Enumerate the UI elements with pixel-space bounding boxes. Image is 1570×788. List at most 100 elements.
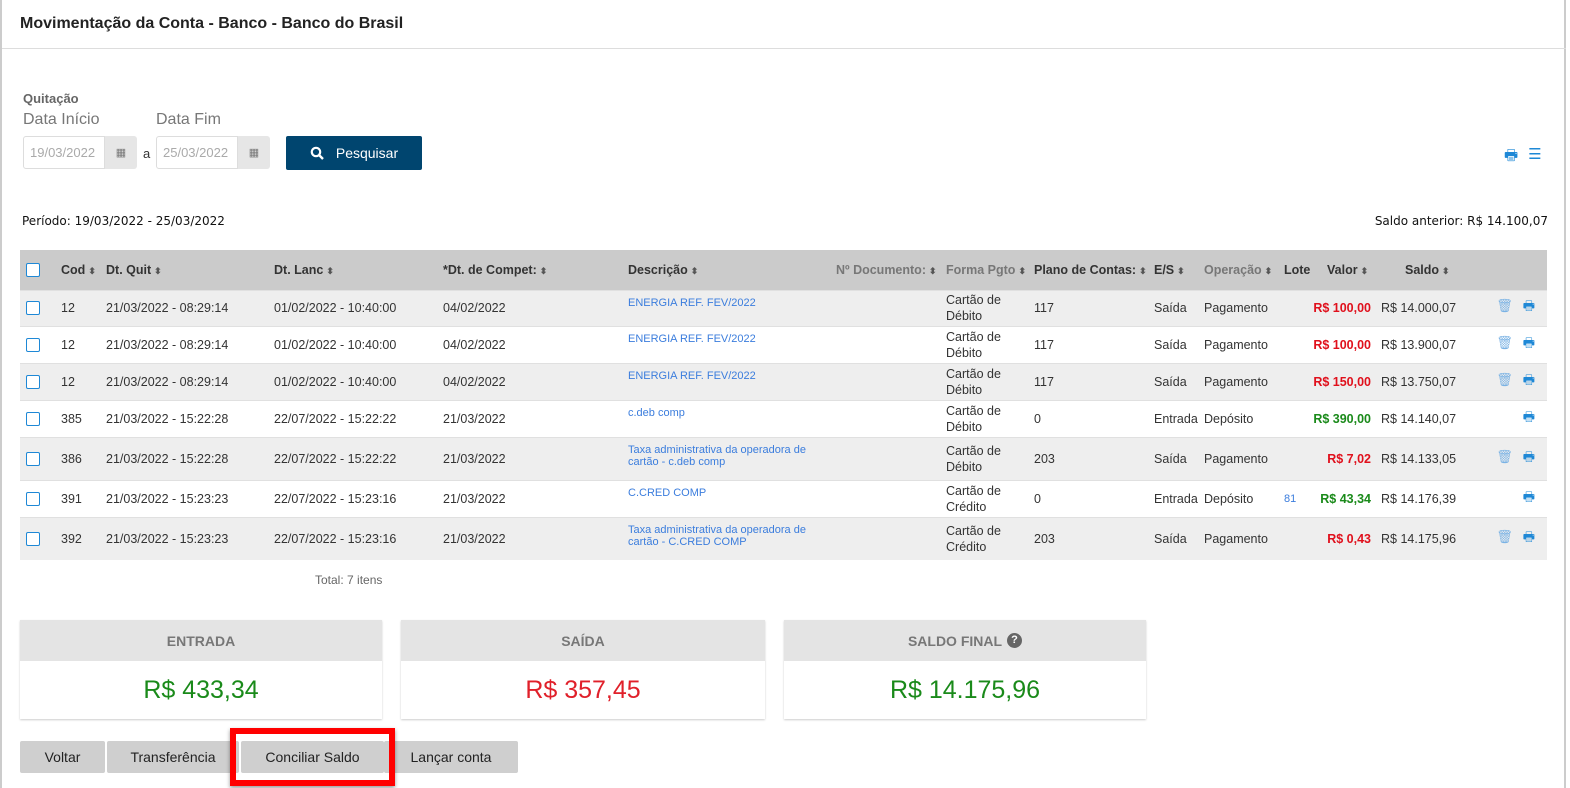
row-select[interactable] bbox=[20, 516, 55, 560]
cell-saldo: R$ 13.900,07 bbox=[1375, 325, 1490, 363]
cell-lote-link[interactable] bbox=[1278, 289, 1305, 326]
calendar-icon[interactable]: ▦ bbox=[238, 136, 270, 169]
cell-saldo: R$ 14.000,07 bbox=[1375, 289, 1490, 326]
cell-lote-link[interactable] bbox=[1278, 436, 1305, 480]
trash-icon[interactable]: 🗑 bbox=[1496, 298, 1513, 313]
col-valor[interactable]: Valor ⬍ bbox=[1305, 250, 1375, 290]
cell-lote-link[interactable]: 81 bbox=[1278, 479, 1305, 517]
table-row: 385 21/03/2022 - 15:22:28 22/07/2022 - 15:… bbox=[20, 399, 1547, 437]
cell-n-documento bbox=[830, 479, 940, 517]
row-checkbox[interactable] bbox=[26, 374, 40, 389]
end-date-input[interactable] bbox=[156, 136, 238, 169]
cell-plano-contas: 117 bbox=[1028, 362, 1148, 400]
cell-descricao-link[interactable]: Taxa administrativa da operadora de cart… bbox=[622, 516, 830, 560]
cell-dt-compet: 21/03/2022 bbox=[437, 516, 622, 560]
col-operacao[interactable]: Operação ⬍ bbox=[1198, 250, 1278, 290]
row-select[interactable] bbox=[20, 479, 55, 517]
cell-dt-compet: 04/02/2022 bbox=[437, 325, 622, 363]
conciliar-saldo-button[interactable]: Conciliar Saldo bbox=[241, 741, 384, 773]
row-checkbox[interactable] bbox=[26, 301, 40, 316]
print-icon[interactable]: 🖶 bbox=[1522, 448, 1535, 464]
row-select[interactable] bbox=[20, 362, 55, 400]
select-all[interactable] bbox=[20, 250, 55, 290]
print-icon[interactable]: 🖶 bbox=[1522, 488, 1535, 504]
print-icon[interactable]: 🖶 bbox=[1522, 371, 1535, 387]
col-cod[interactable]: Cod ⬍ bbox=[55, 250, 100, 290]
trash-icon[interactable]: 🗑 bbox=[1496, 448, 1513, 464]
entrada-card: ENTRADA R$ 433,34 bbox=[20, 620, 382, 719]
cell-descricao-link[interactable]: ENERGIA REF. FEV/2022 bbox=[622, 289, 830, 326]
cell-descricao-link[interactable]: Taxa administrativa da operadora de cart… bbox=[622, 436, 830, 480]
row-checkbox[interactable] bbox=[26, 411, 40, 426]
cell-forma-pgto: Cartão de Débito bbox=[940, 362, 1028, 400]
cell-operacao: Pagamento bbox=[1198, 325, 1278, 363]
row-checkbox[interactable] bbox=[26, 491, 40, 506]
print-icon[interactable]: 🖶 bbox=[1504, 147, 1519, 164]
cell-descricao-link[interactable]: c.deb comp bbox=[622, 399, 830, 437]
row-select[interactable] bbox=[20, 289, 55, 326]
cell-cod: 12 bbox=[55, 289, 100, 326]
row-select[interactable] bbox=[20, 436, 55, 480]
voltar-button[interactable]: Voltar bbox=[20, 741, 105, 773]
cell-dt-compet: 21/03/2022 bbox=[437, 399, 622, 437]
cell-dt-lanc: 22/07/2022 - 15:22:22 bbox=[268, 399, 437, 437]
previous-balance: Saldo anterior: R$ 14.100,07 bbox=[1374, 214, 1548, 228]
row-checkbox[interactable] bbox=[26, 451, 40, 466]
cell-descricao-link[interactable]: C.CRED COMP bbox=[622, 479, 830, 517]
lancar-conta-button[interactable]: Lançar conta bbox=[384, 741, 518, 773]
print-icon[interactable]: 🖶 bbox=[1522, 528, 1535, 544]
cell-valor: R$ 100,00 bbox=[1305, 325, 1375, 363]
cell-descricao-link[interactable]: ENERGIA REF. FEV/2022 bbox=[622, 362, 830, 400]
cell-lote-link[interactable] bbox=[1278, 362, 1305, 400]
col-plano-contas[interactable]: Plano de Contas: ⬍ bbox=[1028, 250, 1148, 290]
table-row: 391 21/03/2022 - 15:23:23 22/07/2022 - 15:… bbox=[20, 479, 1547, 517]
cell-cod: 391 bbox=[55, 479, 100, 517]
total-count: Total: 7 itens bbox=[315, 573, 383, 587]
cell-es: Saída bbox=[1148, 362, 1198, 400]
print-icon[interactable]: 🖶 bbox=[1522, 408, 1535, 424]
col-descricao[interactable]: Descrição ⬍ bbox=[622, 250, 830, 290]
row-checkbox[interactable] bbox=[26, 337, 40, 352]
search-button[interactable]: Pesquisar bbox=[286, 136, 422, 170]
cell-descricao-link[interactable]: ENERGIA REF. FEV/2022 bbox=[622, 325, 830, 363]
select-all-checkbox[interactable] bbox=[26, 263, 40, 278]
col-dt-compet[interactable]: *Dt. de Compet: ⬍ bbox=[437, 250, 622, 290]
trash-icon[interactable]: 🗑 bbox=[1496, 334, 1513, 350]
cell-dt-lanc: 22/07/2022 - 15:23:16 bbox=[268, 479, 437, 517]
cell-dt-quit: 21/03/2022 - 08:29:14 bbox=[100, 362, 268, 400]
cell-lote-link[interactable] bbox=[1278, 516, 1305, 560]
cell-plano-contas: 117 bbox=[1028, 289, 1148, 326]
row-select[interactable] bbox=[20, 399, 55, 437]
col-n-documento[interactable]: Nº Documento: ⬍ bbox=[830, 250, 940, 290]
calendar-icon[interactable]: ▦ bbox=[105, 136, 137, 169]
trash-icon[interactable]: 🗑 bbox=[1496, 371, 1513, 387]
start-date-input[interactable] bbox=[23, 136, 105, 169]
col-dt-lanc[interactable]: Dt. Lanc ⬍ bbox=[268, 250, 437, 290]
cell-dt-compet: 04/02/2022 bbox=[437, 362, 622, 400]
cell-lote-link[interactable] bbox=[1278, 325, 1305, 363]
cell-valor: R$ 0,43 bbox=[1305, 516, 1375, 560]
cell-lote-link[interactable] bbox=[1278, 399, 1305, 437]
col-es[interactable]: E/S ⬍ bbox=[1148, 250, 1198, 290]
cell-es: Saída bbox=[1148, 516, 1198, 560]
cell-dt-compet: 04/02/2022 bbox=[437, 289, 622, 326]
trash-icon[interactable]: 🗑 bbox=[1496, 528, 1513, 544]
search-label: Pesquisar bbox=[335, 145, 399, 161]
col-forma-pgto[interactable]: Forma Pgto ⬍ bbox=[940, 250, 1028, 290]
help-icon[interactable]: ? bbox=[1007, 633, 1023, 648]
transferencia-button[interactable]: Transferência bbox=[107, 741, 239, 773]
list-icon[interactable]: ☰ bbox=[1528, 146, 1542, 163]
print-icon[interactable]: 🖶 bbox=[1522, 334, 1535, 350]
cell-dt-lanc: 01/02/2022 - 10:40:00 bbox=[268, 289, 437, 326]
cell-dt-lanc: 01/02/2022 - 10:40:00 bbox=[268, 325, 437, 363]
start-date-picker: ▦ bbox=[23, 136, 137, 169]
cell-es: Saída bbox=[1148, 289, 1198, 326]
col-saldo[interactable]: Saldo ⬍ bbox=[1375, 250, 1490, 290]
row-checkbox[interactable] bbox=[26, 532, 40, 547]
saldo-final-header: SALDO FINAL? bbox=[784, 620, 1146, 661]
cell-es: Entrada bbox=[1148, 399, 1198, 437]
row-select[interactable] bbox=[20, 325, 55, 363]
print-icon[interactable]: 🖶 bbox=[1522, 298, 1535, 313]
col-dt-quit[interactable]: Dt. Quit ⬍ bbox=[100, 250, 268, 290]
